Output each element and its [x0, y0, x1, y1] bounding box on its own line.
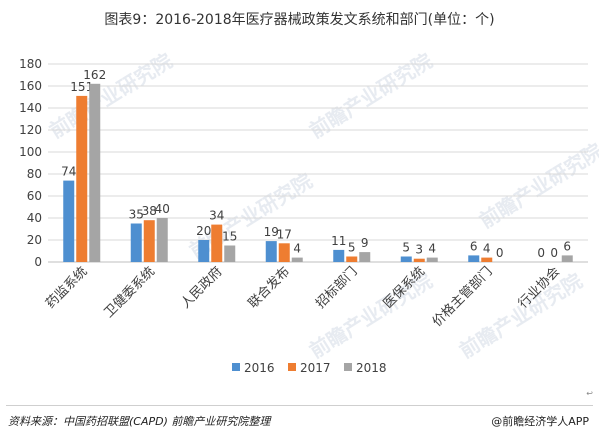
bar-2016 [63, 180, 75, 262]
y-tick-label: 140 [19, 101, 42, 115]
bar-2016 [198, 240, 210, 262]
y-tick-label: 120 [19, 123, 42, 137]
x-category-label: 医保系统 [381, 264, 428, 311]
data-label: 6 [470, 239, 478, 253]
x-category-label: 价格主管部门 [429, 264, 495, 330]
x-category-label: 卫健委系统 [101, 264, 158, 321]
legend-label: 2016 [244, 361, 275, 375]
bar-2018 [89, 83, 101, 262]
bar-2017 [143, 220, 155, 262]
y-tick-label: 100 [19, 145, 42, 159]
bar-2018 [359, 252, 371, 262]
x-category-label: 联合发布 [245, 264, 293, 312]
bar-chart: 02040608010012014016018074151162药监系统3538… [19, 57, 588, 375]
x-category-label: 行业协会 [516, 264, 563, 311]
y-tick-label: 40 [27, 211, 42, 225]
data-label: 74 [61, 165, 76, 179]
bar-2017 [481, 257, 493, 262]
data-label: 15 [222, 230, 237, 244]
bar-2018 [291, 257, 303, 262]
corner-mark: ↩ [586, 389, 593, 398]
source-note: 资料来源：中国药招联盟(CAPD) 前瞻产业研究院整理 [8, 415, 271, 428]
data-label: 5 [348, 241, 356, 255]
x-category-label: 药监系统 [43, 264, 90, 311]
data-label: 4 [293, 242, 301, 256]
data-label: 4 [428, 242, 436, 256]
bar-2016 [400, 256, 412, 262]
data-label: 34 [209, 209, 224, 223]
y-tick-label: 0 [34, 255, 42, 269]
data-label: 11 [331, 234, 346, 248]
x-category-label: 人民政府 [178, 264, 225, 311]
data-label: 4 [483, 242, 491, 256]
bar-2016 [468, 255, 480, 262]
data-label: 3 [415, 243, 423, 257]
y-tick-label: 60 [27, 189, 42, 203]
chart-title: 图表9：2016-2018年医疗器械政策发文系统和部门(单位：个) [104, 12, 495, 28]
data-label: 35 [129, 208, 144, 222]
bar-2017 [346, 256, 358, 262]
legend-swatch-2018 [344, 363, 352, 371]
data-label: 5 [402, 241, 410, 255]
y-tick-label: 80 [27, 167, 42, 181]
y-tick-label: 20 [27, 233, 42, 247]
bar-2018 [561, 255, 573, 262]
legend-swatch-2016 [232, 363, 240, 371]
data-label: 38 [142, 204, 157, 218]
data-label: 17 [277, 227, 292, 241]
bar-2018 [156, 218, 168, 262]
legend-label: 2018 [356, 361, 387, 375]
data-label: 0 [550, 246, 558, 260]
y-tick-label: 180 [19, 57, 42, 71]
data-label: 9 [361, 236, 369, 250]
data-label: 0 [496, 246, 504, 260]
data-label: 19 [264, 225, 279, 239]
bar-2017 [413, 258, 425, 262]
brand-credit: @前瞻经济学人APP [491, 415, 589, 428]
legend-swatch-2017 [288, 363, 296, 371]
footer-divider [6, 405, 593, 406]
y-tick-label: 160 [19, 79, 42, 93]
data-label: 40 [155, 202, 170, 216]
bar-2016 [130, 223, 142, 262]
bar-2017 [76, 95, 88, 263]
data-label: 162 [83, 68, 106, 82]
bar-2016 [265, 241, 277, 262]
bar-2017 [278, 243, 290, 262]
data-label: 20 [196, 224, 211, 238]
data-label: 0 [537, 246, 545, 260]
bar-2017 [211, 224, 223, 262]
data-label: 151 [70, 80, 93, 94]
x-category-label: 招标部门 [313, 264, 360, 311]
bar-2018 [426, 257, 438, 262]
bar-2018 [224, 245, 236, 262]
legend-label: 2017 [300, 361, 331, 375]
data-label: 6 [563, 239, 571, 253]
bar-2016 [333, 249, 345, 262]
